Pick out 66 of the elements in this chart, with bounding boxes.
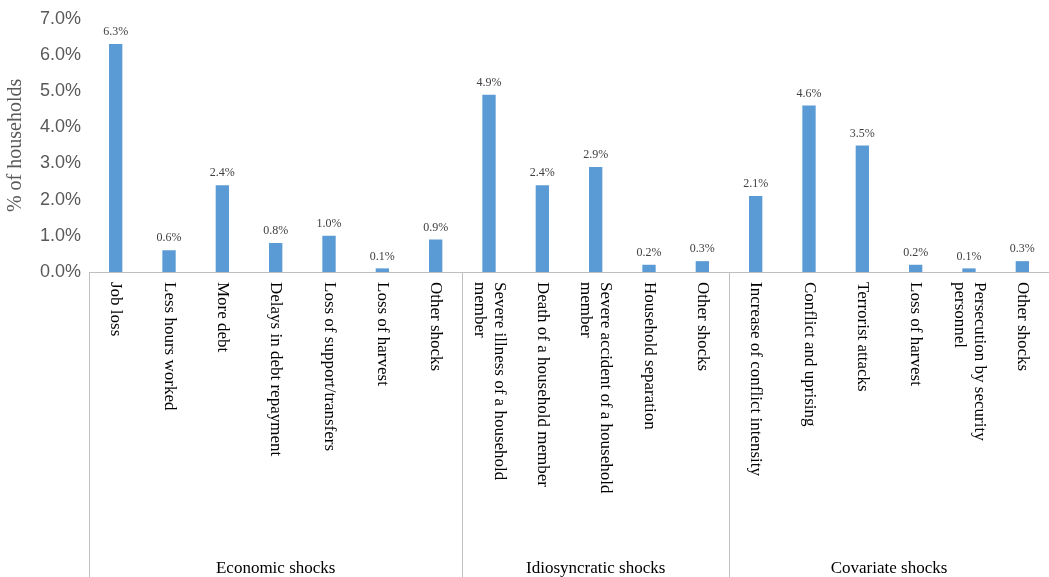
- bar: [909, 264, 923, 272]
- x-tick-label: Household separation: [640, 282, 660, 431]
- data-label: 0.1%: [956, 248, 982, 263]
- y-tick-label: 6.0%: [40, 43, 82, 64]
- bar: [269, 243, 283, 272]
- bar: [802, 105, 816, 272]
- bar: [322, 235, 336, 272]
- x-tick-label: Loss of harvest: [907, 282, 927, 387]
- data-label: 0.2%: [903, 244, 929, 259]
- bar: [642, 264, 656, 272]
- text: Covariate shocks: [830, 557, 948, 577]
- bar: [855, 145, 870, 272]
- bar: [109, 44, 123, 272]
- y-tick-label: 1.0%: [40, 224, 82, 245]
- data-label: 0.1%: [369, 248, 395, 263]
- data-label: 2.4%: [529, 165, 555, 180]
- data-label: 2.4%: [209, 165, 235, 180]
- text: Economic shocks: [215, 557, 336, 577]
- bar: [535, 185, 550, 272]
- y-tick-label: 3.0%: [40, 152, 82, 173]
- y-tick-label: 2.0%: [40, 188, 82, 209]
- text: Idiosyncratic shocks: [526, 557, 666, 577]
- data-label: 1.0%: [316, 215, 342, 230]
- data-label: 0.3%: [1009, 241, 1035, 256]
- bar: [962, 268, 976, 272]
- bar: [749, 196, 763, 272]
- y-axis-title: % of households: [3, 78, 26, 213]
- bar: [589, 167, 603, 272]
- data-label: 0.8%: [263, 223, 289, 238]
- x-tick-label: Severe accident of a household member: [577, 282, 617, 494]
- x-tick-label: Conflict and uprising: [800, 282, 820, 427]
- data-label: 4.6%: [796, 85, 822, 100]
- data-label: 6.3%: [103, 24, 129, 39]
- bar: [429, 239, 443, 272]
- x-tick-label: Loss of harvest: [373, 282, 393, 387]
- x-tick-label: Loss of support/transfers: [320, 282, 340, 452]
- data-label: 4.9%: [476, 74, 502, 89]
- x-tick-label: Death of a household member: [533, 282, 553, 488]
- data-label: 0.9%: [423, 219, 449, 234]
- x-tick-label: Less hours worked: [160, 282, 180, 411]
- data-label: 0.6%: [156, 230, 182, 245]
- y-tick-label: 0.0%: [40, 260, 82, 281]
- x-tick-label: Persecution by security personnel: [950, 282, 990, 442]
- x-tick-label: More debt: [213, 282, 233, 353]
- data-label: 0.3%: [689, 241, 715, 256]
- x-tick-label: Job loss: [107, 282, 127, 337]
- y-tick-label: 5.0%: [40, 80, 82, 101]
- bar: [215, 185, 230, 272]
- bar: [482, 94, 496, 272]
- bar: [162, 250, 176, 272]
- x-tick-label: Delays in debt repayment: [267, 282, 287, 457]
- bar: [375, 268, 390, 272]
- x-tick-label: Other shocks: [693, 282, 713, 372]
- x-tick-label: Other shocks: [427, 282, 447, 372]
- y-tick-label: 4.0%: [40, 116, 82, 137]
- bar: [1015, 261, 1029, 272]
- data-label: 2.9%: [583, 147, 609, 162]
- x-tick-label: Increase of conflict intensity: [747, 282, 767, 477]
- data-label: 0.2%: [636, 244, 662, 259]
- data-label: 2.1%: [743, 176, 769, 191]
- bar: [695, 261, 710, 272]
- x-tick-label: Terrorist attacks: [853, 282, 873, 392]
- data-label: 3.5%: [849, 125, 875, 140]
- y-tick-label: 7.0%: [40, 7, 82, 28]
- x-tick-label: Severe illness of a household member: [470, 282, 510, 481]
- x-tick-label: Other shocks: [1013, 282, 1033, 372]
